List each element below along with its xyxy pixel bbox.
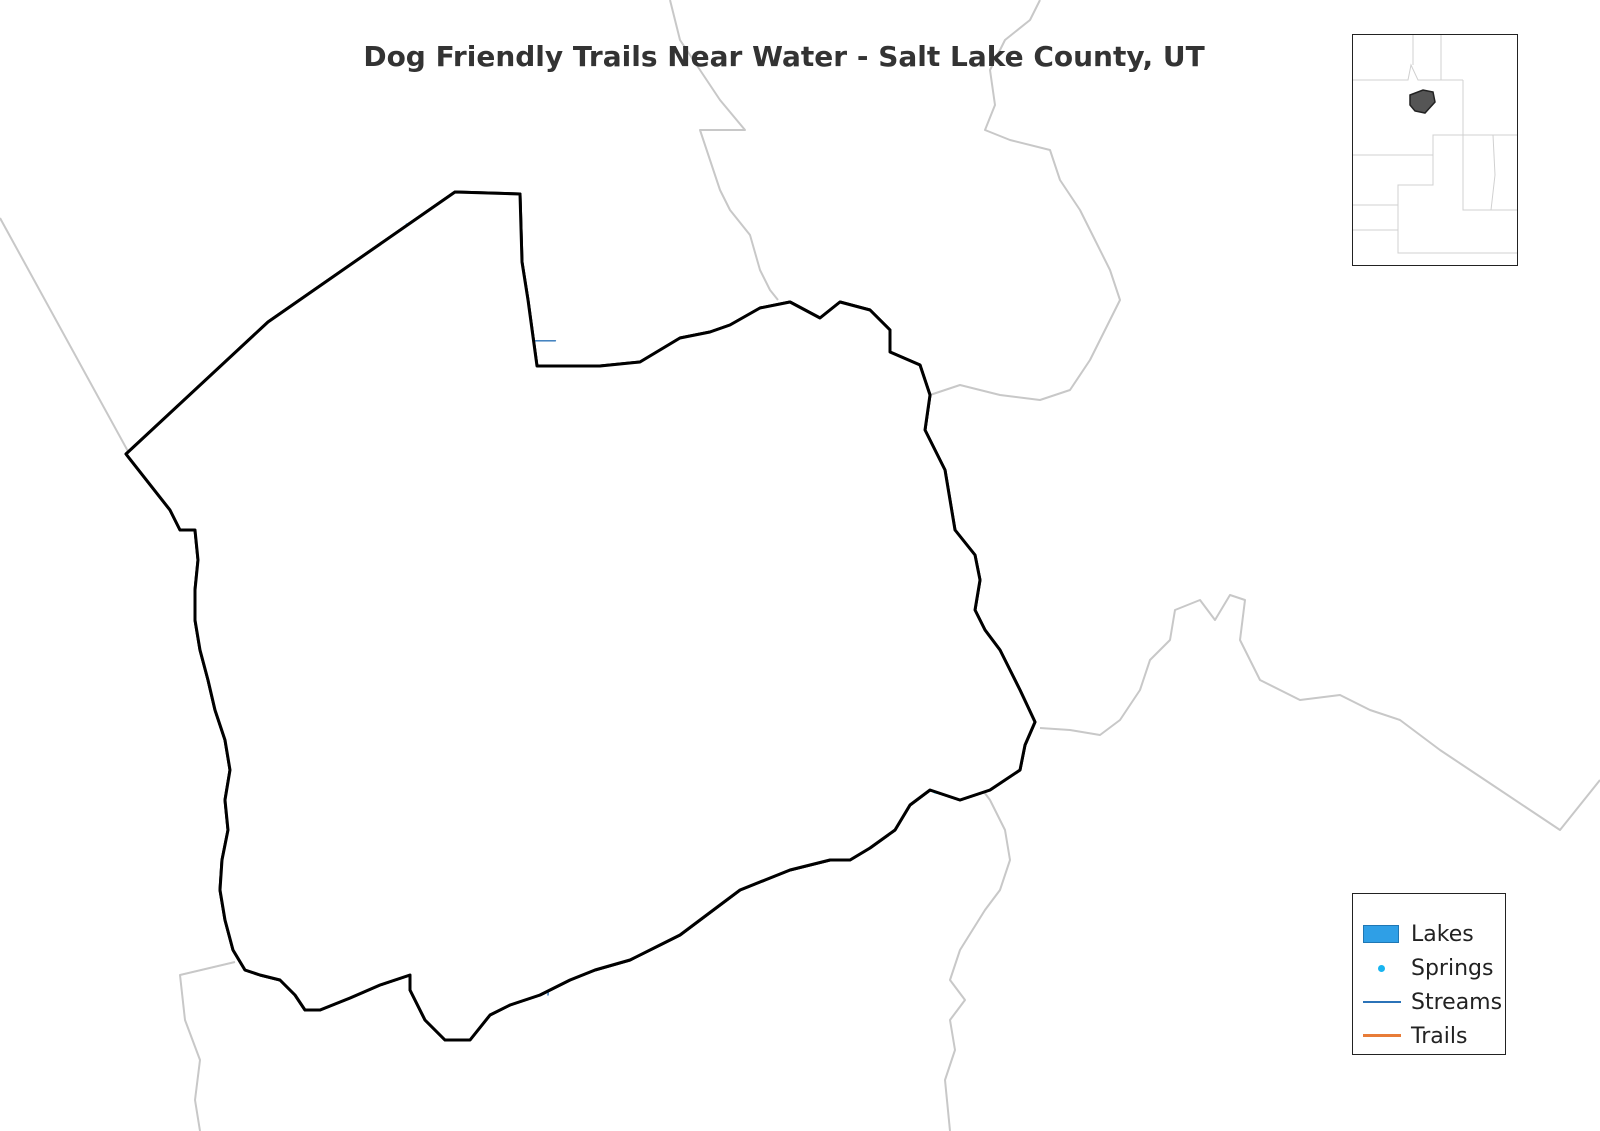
streams-swatch: [1363, 991, 1401, 1013]
inset-county-line: [1353, 134, 1517, 211]
map-title: Dog Friendly Trails Near Water - Salt La…: [363, 40, 1205, 73]
utah-locator-svg: [1353, 35, 1517, 254]
legend-item-springs: Springs: [1363, 954, 1493, 982]
neighbor-boundary-west: [0, 217, 131, 456]
locator-inset-map: [1352, 34, 1518, 266]
inset-county-line: [1397, 230, 1517, 254]
inset-county-line: [1490, 134, 1496, 211]
inset-county-line: [1353, 155, 1434, 206]
map-legend: Lakes Springs Streams Trails: [1352, 893, 1506, 1055]
legend-label-streams: Streams: [1411, 989, 1503, 1015]
legend-label-springs: Springs: [1411, 955, 1494, 981]
trails-swatch: [1363, 1025, 1401, 1047]
salt-lake-county-highlight: [1409, 89, 1436, 114]
neighbor-boundary-southwest: [179, 961, 236, 1131]
county-outline: [124, 190, 1037, 1042]
springs-swatch: [1363, 957, 1401, 979]
inset-county-line: [1353, 205, 1399, 231]
legend-label-trails: Trails: [1411, 1023, 1468, 1049]
neighbor-boundary-southeast: [944, 779, 1011, 1131]
inset-county-line: [1462, 80, 1517, 136]
legend-item-lakes: Lakes: [1363, 920, 1474, 948]
lakes-swatch: [1363, 923, 1401, 945]
legend-item-trails: Trails: [1363, 1022, 1467, 1050]
legend-label-lakes: Lakes: [1411, 921, 1474, 947]
neighbor-boundary-northeast: [919, 0, 1121, 421]
inset-county-line: [1353, 63, 1463, 81]
neighbor-boundary-north: [669, 0, 779, 301]
neighbor-boundary-east: [1039, 594, 1600, 831]
legend-item-streams: Streams: [1363, 988, 1502, 1016]
